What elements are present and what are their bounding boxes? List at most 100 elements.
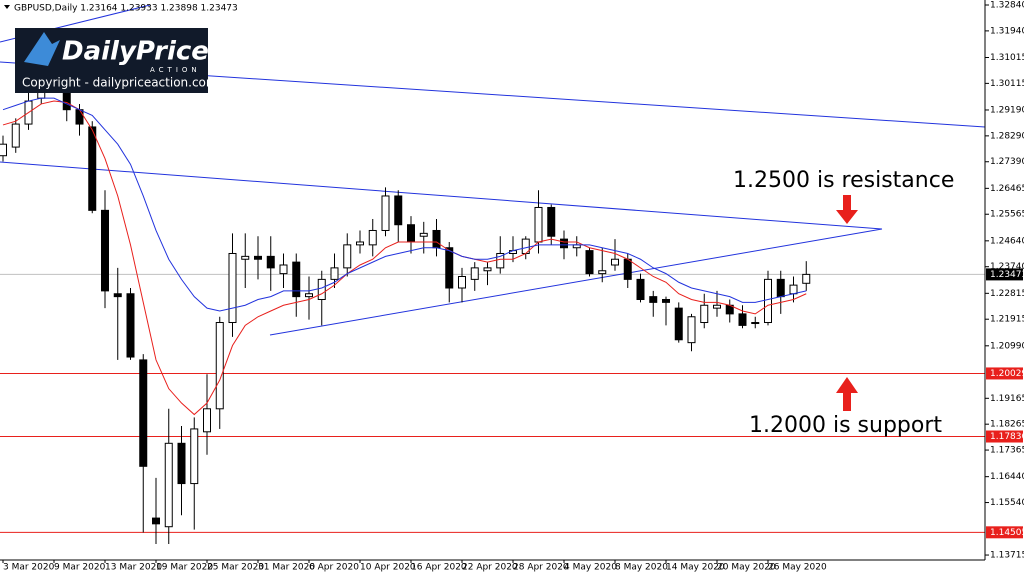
- candle-body: [368, 229, 377, 246]
- x-tick-label: 14 May 2020: [666, 563, 725, 573]
- candle-body: [75, 109, 84, 125]
- arrow-up: [836, 377, 858, 411]
- moving-average: [2, 100, 807, 416]
- candle-body: [789, 284, 798, 295]
- moving-average: [2, 97, 807, 312]
- logo-brand: DailyPrice: [62, 37, 209, 67]
- candle-body: [11, 123, 20, 148]
- candle-body: [470, 267, 479, 280]
- y-tick-label: 1.15540: [990, 498, 1024, 508]
- candle-body: [687, 316, 696, 344]
- price-label: 1.23473: [990, 270, 1024, 280]
- y-tick-label: 1.13715: [990, 551, 1024, 561]
- y-tick-label: 1.19165: [990, 394, 1024, 404]
- candle-body: [483, 267, 492, 272]
- trendline: [269, 228, 883, 336]
- x-tick-label: 3 Mar 2020: [3, 563, 55, 573]
- candle-body: [649, 296, 658, 303]
- x-tick-label: 25 Mar 2020: [207, 563, 264, 573]
- candle-body: [636, 278, 645, 301]
- x-tick-label: 19 Mar 2020: [156, 563, 213, 573]
- level-label: 1.20029: [990, 369, 1024, 379]
- candle-body: [623, 258, 632, 280]
- arrow-down: [836, 195, 858, 224]
- x-tick-label: 16 Apr 2020: [411, 563, 467, 573]
- chart-title: GBPUSD,Daily 1.23164 1.23933 1.23898 1.2…: [14, 4, 238, 14]
- y-tick-label: 1.22815: [990, 289, 1024, 299]
- level-label-box: [986, 526, 1023, 539]
- x-tick-label: 13 Mar 2020: [105, 563, 162, 573]
- candle-body: [126, 293, 135, 358]
- candle-body: [113, 293, 122, 298]
- x-tick-label: 20 May 2020: [717, 563, 776, 573]
- candle-body: [152, 517, 160, 525]
- candle-body: [215, 322, 224, 410]
- candle-body: [88, 126, 97, 211]
- x-tick-label: 22 Apr 2020: [462, 563, 518, 573]
- candle-body: [776, 278, 785, 298]
- candle-body: [662, 299, 670, 303]
- candle-body: [534, 206, 543, 243]
- logo-mark: [24, 32, 60, 66]
- candle-body: [292, 261, 301, 298]
- y-tick-label: 1.26465: [990, 184, 1024, 194]
- candle-body: [305, 293, 313, 298]
- y-tick-label: 1.29190: [990, 105, 1024, 115]
- candle-body: [330, 267, 339, 280]
- candle-body: [432, 229, 441, 249]
- y-tick-label: 1.18265: [990, 420, 1024, 430]
- levels: [0, 273, 985, 533]
- y-tick-label: 1.31015: [990, 53, 1024, 63]
- x-tick-label: 31 Mar 2020: [258, 563, 315, 573]
- y-tick-label: 1.16440: [990, 472, 1024, 482]
- candle-body: [228, 252, 237, 324]
- candle-body: [266, 255, 275, 269]
- candle-body: [585, 250, 594, 275]
- annotation: 1.2000 is support: [749, 413, 942, 438]
- candle-body: [547, 206, 556, 237]
- x-tick-label: 9 Mar 2020: [54, 563, 106, 573]
- candle-body: [407, 224, 415, 243]
- x-tick-label: 10 Apr 2020: [360, 563, 416, 573]
- candle-body: [419, 232, 428, 237]
- candle-body: [458, 275, 466, 289]
- logo-tagline: ACTION: [150, 66, 201, 74]
- candle-body: [317, 278, 326, 301]
- candle-body: [611, 258, 619, 266]
- candle-body: [700, 304, 709, 324]
- candle-body: [802, 273, 811, 284]
- y-tick-label: 1.23740: [990, 262, 1024, 272]
- candle-body: [356, 241, 364, 246]
- x-tick-label: 4 May 2020: [564, 563, 617, 573]
- candle-body: [177, 442, 186, 485]
- candle-body: [190, 428, 199, 485]
- trendline: [0, 161, 883, 230]
- price-label-box: [986, 268, 1023, 281]
- candle-body: [764, 278, 772, 324]
- y-tick-label: 1.21915: [990, 315, 1024, 325]
- candle-body: [101, 209, 109, 292]
- logo: DailyPrice ACTION Copyright - dailyprice…: [15, 28, 218, 93]
- y-tick-label: 1.27390: [990, 157, 1024, 167]
- candle-body: [674, 307, 683, 341]
- y-tick-label: 1.25565: [990, 210, 1024, 220]
- level-label-box: [986, 367, 1023, 380]
- x-tick-label: 26 May 2020: [768, 563, 827, 573]
- x-tick-label: 8 May 2020: [615, 563, 668, 573]
- candle-body: [139, 359, 148, 467]
- y-tick-label: 1.31940: [990, 26, 1024, 36]
- level-label: 1.17836: [990, 432, 1024, 442]
- y-tick-label: 1.32840: [990, 1, 1024, 11]
- y-tick-label: 1.17365: [990, 446, 1024, 456]
- annotation: 1.2500 is resistance: [733, 168, 954, 193]
- candle-body: [203, 408, 211, 433]
- y-tick-label: 1.28290: [990, 131, 1024, 141]
- menu-icon[interactable]: [4, 5, 10, 9]
- candle-body: [496, 252, 505, 269]
- level-label: 1.14505: [990, 528, 1024, 538]
- x-tick-label: 28 Apr 2020: [513, 563, 569, 573]
- candle-body: [713, 304, 721, 309]
- candle-body: [164, 442, 173, 528]
